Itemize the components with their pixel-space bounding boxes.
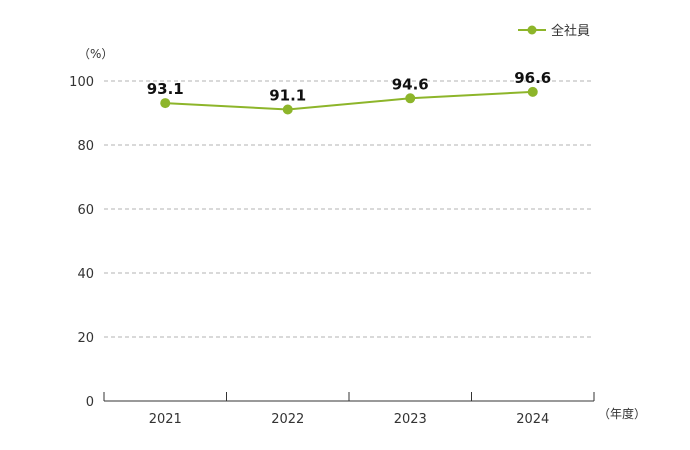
y-tick-label: 0 [86, 395, 94, 410]
series-all-employees [160, 86, 538, 115]
y-tick-label: 60 [77, 203, 94, 218]
y-tick-label: 80 [77, 139, 94, 154]
data-point [405, 93, 416, 104]
legend-marker-swatch [527, 25, 537, 35]
y-tick-labels: 0 20 40 60 80 100 [69, 75, 94, 410]
y-axis-unit: （%） [78, 47, 113, 61]
data-point [282, 104, 293, 115]
x-axis-unit: （年度） [598, 406, 646, 421]
data-point [527, 86, 538, 97]
x-tick-label: 2024 [516, 412, 549, 427]
y-tick-label: 40 [77, 267, 94, 282]
data-label: 96.6 [514, 69, 551, 87]
x-tick-labels: 2021 2022 2023 2024 [149, 412, 550, 427]
y-tick-label: 100 [69, 75, 94, 90]
data-label: 93.1 [147, 80, 184, 98]
grid-lines [104, 80, 594, 338]
data-label: 94.6 [392, 75, 429, 93]
axes [103, 392, 595, 402]
series-line [165, 90, 533, 111]
x-tick-label: 2023 [394, 412, 427, 427]
legend: 全社員 [518, 23, 590, 39]
data-label: 91.1 [269, 86, 306, 104]
data-point [160, 98, 171, 109]
legend-label: 全社員 [551, 23, 590, 39]
x-tick-label: 2021 [149, 412, 182, 427]
x-tick-label: 2022 [271, 412, 304, 427]
data-labels: 93.1 91.1 94.6 96.6 [147, 69, 552, 105]
y-tick-label: 20 [77, 331, 94, 346]
